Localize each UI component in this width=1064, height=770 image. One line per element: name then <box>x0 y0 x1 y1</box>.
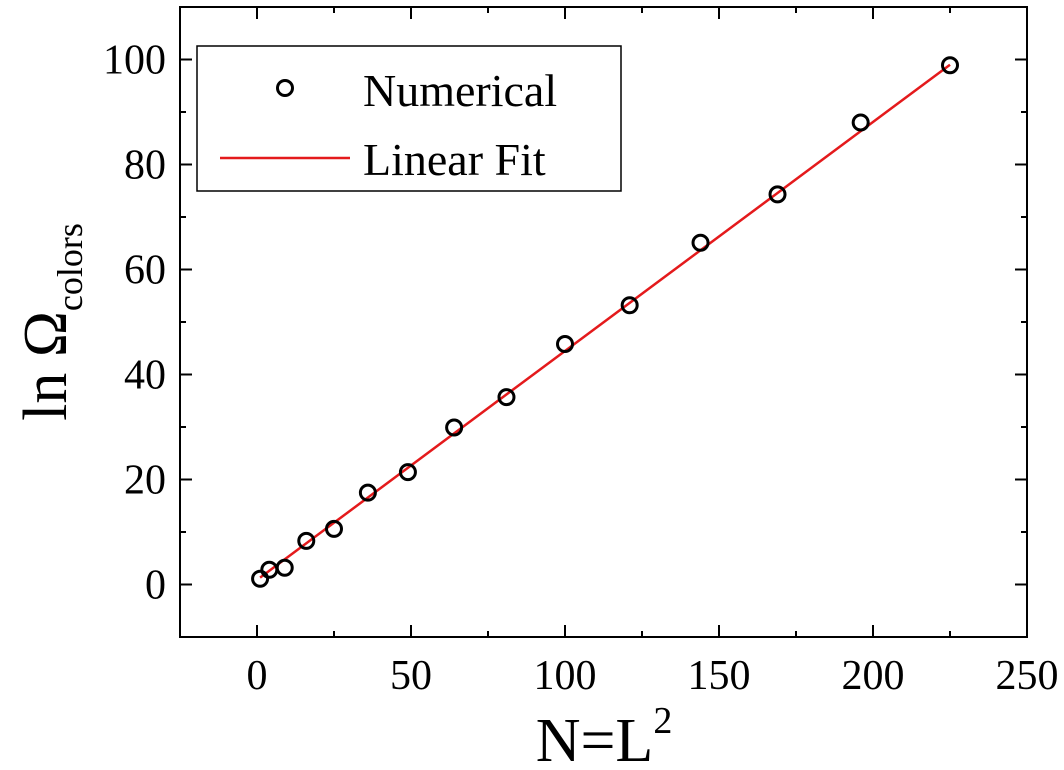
data-point <box>768 185 787 204</box>
x-tick-label: 250 <box>996 653 1059 699</box>
x-axis-title-superscript: 2 <box>653 700 672 742</box>
data-point <box>620 296 639 315</box>
y-tick-label: 100 <box>103 38 166 84</box>
data-point <box>325 519 343 538</box>
y-tick-label: 40 <box>124 353 166 399</box>
y-tick-label: 0 <box>145 563 166 609</box>
y-tick-labels: 0 20 40 60 80 100 <box>103 38 166 609</box>
y-axis-title-subscript: colors <box>50 223 90 311</box>
data-point <box>358 483 377 502</box>
x-axis-title-main: N=L <box>536 707 654 770</box>
legend: Numerical Linear Fit <box>196 45 622 192</box>
data-point <box>398 463 417 482</box>
x-tick-label: 0 <box>247 653 268 699</box>
x-tick-label: 200 <box>842 653 905 699</box>
legend-label-numerical: Numerical <box>363 65 557 116</box>
x-tick-label: 100 <box>534 653 597 699</box>
data-point <box>941 56 959 75</box>
y-tick-label: 60 <box>124 248 166 294</box>
y-axis-title: ln Ωcolors <box>12 223 90 421</box>
data-point <box>851 113 870 132</box>
series-numerical <box>251 56 959 588</box>
y-tick-label: 80 <box>124 143 166 189</box>
y-axis-title-main: ln Ω <box>12 311 80 421</box>
legend-box <box>196 45 622 192</box>
data-point <box>497 388 516 407</box>
data-point <box>691 233 710 252</box>
x-axis-title: N=L2 <box>536 700 673 770</box>
y-tick-label: 20 <box>124 458 166 504</box>
data-point <box>445 418 464 437</box>
x-tick-label: 150 <box>688 653 751 699</box>
x-tick-labels: 0 50 100 150 200 250 <box>247 653 1059 699</box>
data-point <box>251 569 270 588</box>
x-tick-label: 50 <box>390 653 432 699</box>
data-point <box>275 558 294 577</box>
data-point <box>297 531 316 550</box>
axis-ticks <box>179 6 1028 638</box>
data-point <box>556 335 574 354</box>
legend-marker-numerical <box>276 79 294 97</box>
legend-label-linear-fit: Linear Fit <box>363 134 546 185</box>
